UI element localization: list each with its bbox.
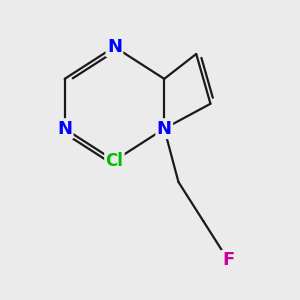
Text: F: F	[222, 251, 234, 269]
Text: N: N	[157, 120, 172, 138]
Text: Cl: Cl	[106, 152, 123, 170]
Text: N: N	[107, 38, 122, 56]
Text: N: N	[57, 120, 72, 138]
